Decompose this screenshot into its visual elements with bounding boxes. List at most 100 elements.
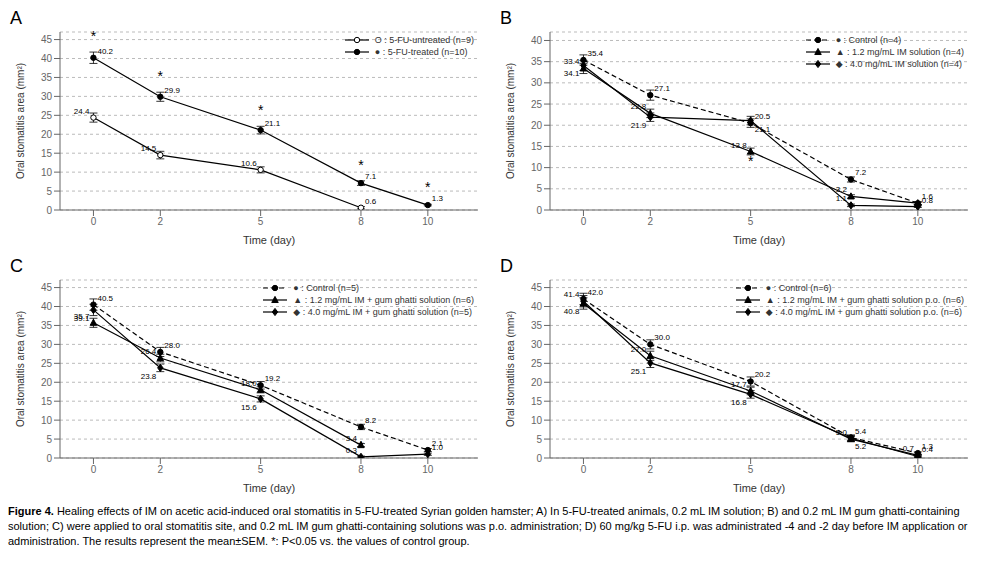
svg-text:0: 0 [46,453,52,464]
svg-text:45: 45 [41,34,53,45]
svg-text:Time (day): Time (day) [733,234,785,246]
svg-text:30: 30 [531,339,543,350]
svg-text:25: 25 [41,358,53,369]
svg-text:40: 40 [41,53,53,64]
svg-text:20.5: 20.5 [755,112,771,121]
svg-text:40: 40 [41,301,53,312]
svg-text:27.0: 27.0 [631,345,647,354]
svg-text:Oral stomatitis area (mm²): Oral stomatitis area (mm²) [505,311,516,427]
svg-text:2: 2 [158,216,164,227]
svg-text:40.8: 40.8 [564,307,580,316]
svg-text:35: 35 [41,320,53,331]
svg-text:20.2: 20.2 [755,370,771,379]
svg-text:0.8: 0.8 [922,196,934,205]
svg-text:3.2: 3.2 [836,185,848,194]
svg-text:*: * [425,179,431,195]
svg-text:35.4: 35.4 [587,49,603,58]
svg-text:14.5: 14.5 [141,144,157,153]
svg-text:20: 20 [41,377,53,388]
svg-text:Oral stomatitis area (mm²): Oral stomatitis area (mm²) [15,63,26,179]
svg-text:40: 40 [531,301,543,312]
svg-text:35: 35 [41,72,53,83]
svg-text:15.6: 15.6 [241,403,257,412]
svg-text:21.1: 21.1 [755,125,771,134]
svg-text:3.4: 3.4 [346,434,358,443]
svg-text:8.2: 8.2 [365,416,377,425]
svg-text:0: 0 [536,205,542,216]
svg-text:0.4: 0.4 [922,445,934,454]
svg-text:5: 5 [748,464,754,475]
svg-text:18.0: 18.0 [241,379,257,388]
svg-text:30: 30 [41,339,53,350]
svg-text:0.7: 0.7 [903,444,915,453]
svg-text:24.4: 24.4 [74,107,90,116]
svg-text:*: * [91,28,97,44]
svg-text:35: 35 [531,56,543,67]
svg-text:Time (day): Time (day) [733,482,785,494]
svg-text:23.8: 23.8 [141,372,157,381]
svg-text:0: 0 [46,205,52,216]
svg-text:5: 5 [258,464,264,475]
svg-text:0: 0 [536,453,542,464]
svg-text:22.8: 22.8 [631,102,647,111]
svg-text:*: * [748,153,754,169]
svg-text:2: 2 [158,464,164,475]
svg-text:5: 5 [46,434,52,445]
svg-text:0: 0 [91,464,97,475]
svg-text:25: 25 [41,110,53,121]
svg-text:5: 5 [536,183,542,194]
svg-text:15: 15 [531,396,543,407]
svg-text:Time (day): Time (day) [243,234,295,246]
svg-text:17.7: 17.7 [731,380,747,389]
svg-text:35: 35 [531,320,543,331]
svg-text:7.2: 7.2 [855,168,867,177]
svg-text:15: 15 [41,396,53,407]
svg-text:*: * [358,438,364,454]
svg-text:*: * [158,68,164,84]
svg-text:8: 8 [358,464,364,475]
svg-text:15: 15 [41,148,53,159]
svg-text:25: 25 [531,99,543,110]
svg-text:21.1: 21.1 [265,119,281,128]
svg-text:34.1: 34.1 [564,69,580,78]
svg-text:8: 8 [848,216,854,227]
svg-text:Time (day): Time (day) [243,482,295,494]
svg-text:25.1: 25.1 [631,367,647,376]
svg-text:10: 10 [41,415,53,426]
svg-text:42.0: 42.0 [587,288,603,297]
svg-text:45: 45 [531,282,543,293]
svg-text:10: 10 [422,464,434,475]
svg-text:2: 2 [648,464,654,475]
svg-text:33.4: 33.4 [564,57,580,66]
svg-text:1.0: 1.0 [432,443,444,452]
svg-text:2: 2 [648,216,654,227]
svg-text:5.0: 5.0 [836,428,848,437]
svg-text:20: 20 [41,129,53,140]
svg-text:20: 20 [531,377,543,388]
svg-text:25: 25 [531,358,543,369]
svg-text:1.3: 1.3 [432,194,444,203]
svg-text:0: 0 [581,464,587,475]
svg-text:7.1: 7.1 [365,172,377,181]
svg-text:*: * [358,157,364,173]
svg-text:5.2: 5.2 [855,442,867,451]
svg-text:20: 20 [531,120,543,131]
svg-text:5: 5 [748,216,754,227]
svg-text:1.1: 1.1 [836,194,848,203]
svg-text:5.4: 5.4 [855,427,867,436]
svg-text:Oral stomatitis area (mm²): Oral stomatitis area (mm²) [15,311,26,427]
svg-text:13.8: 13.8 [731,141,747,150]
svg-text:28.0: 28.0 [164,341,180,350]
svg-text:0: 0 [581,216,587,227]
svg-text:Oral stomatitis area (mm²): Oral stomatitis area (mm²) [505,63,516,179]
svg-text:*: * [258,102,264,118]
svg-text:16.8: 16.8 [731,398,747,407]
svg-text:45: 45 [41,282,53,293]
svg-text:40.2: 40.2 [97,47,113,56]
svg-text:10: 10 [41,167,53,178]
svg-text:40.5: 40.5 [97,294,113,303]
svg-text:27.1: 27.1 [654,84,670,93]
svg-text:21.9: 21.9 [631,121,647,130]
svg-text:10: 10 [912,216,924,227]
svg-text:10: 10 [531,162,543,173]
